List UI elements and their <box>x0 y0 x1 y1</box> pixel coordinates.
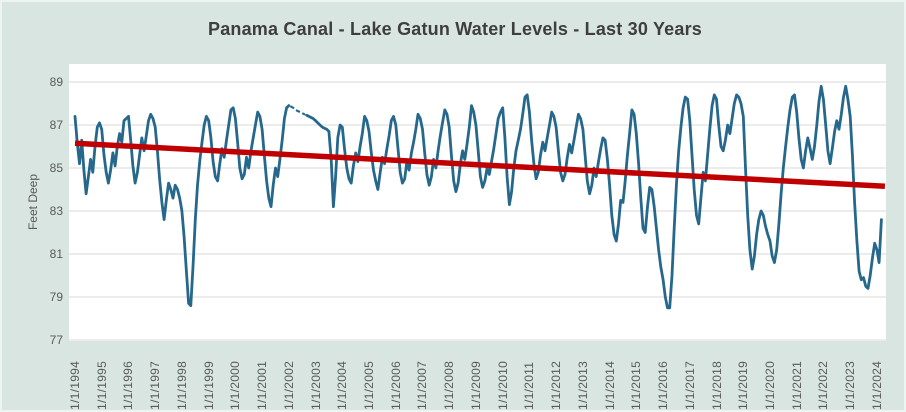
y-tick-label: 85 <box>49 161 63 175</box>
chart-canvas <box>69 81 886 341</box>
chart-title: Panama Canal - Lake Gatun Water Levels -… <box>207 19 702 39</box>
x-tick-label: 1/1/2022 <box>816 360 831 410</box>
x-tick-label: 1/1/2020 <box>762 360 777 410</box>
x-tick-label: 1/1/2002 <box>281 360 296 410</box>
x-tick-label: 1/1/2013 <box>575 360 590 410</box>
x-tick-label: 1/1/1995 <box>94 360 109 410</box>
plot-area <box>69 64 886 341</box>
x-tick-label: 1/1/2009 <box>468 360 483 410</box>
water-level-line-datagap <box>290 105 306 116</box>
y-tick-label: 83 <box>49 204 63 218</box>
x-tick-label: 1/1/2007 <box>415 360 430 410</box>
y-tick-label: 81 <box>49 247 63 261</box>
x-tick-label: 1/1/2012 <box>549 360 564 410</box>
x-tick-label: 1/1/1996 <box>121 360 136 410</box>
water-level-line <box>73 104 291 308</box>
y-tick-label: 87 <box>49 118 63 132</box>
water-level-line <box>305 84 883 310</box>
x-tick-label: 1/1/2005 <box>362 360 377 410</box>
x-tick-label: 1/1/2019 <box>736 360 751 410</box>
x-tick-label: 1/1/2014 <box>602 360 617 410</box>
x-tick-label: 1/1/2016 <box>656 360 671 410</box>
x-tick-label: 1/1/2015 <box>629 360 644 410</box>
y-tick-label: 79 <box>49 290 63 304</box>
x-tick-label: 1/1/1999 <box>201 360 216 410</box>
x-tick-label: 1/1/2024 <box>869 360 884 410</box>
x-tick-label: 1/1/2021 <box>789 360 804 410</box>
x-tick-label: 1/1/2011 <box>522 361 537 410</box>
x-tick-label: 1/1/1997 <box>148 360 163 410</box>
x-tick-label: 1/1/2017 <box>682 360 697 410</box>
x-tick-label: 1/1/1998 <box>174 360 189 410</box>
x-tick-label: 1/1/2010 <box>495 360 510 410</box>
x-tick-label: 1/1/2000 <box>228 360 243 410</box>
x-tick-label: 1/1/2008 <box>442 360 457 410</box>
x-tick-label: 1/1/2001 <box>255 360 270 410</box>
x-tick-label: 1/1/2023 <box>843 360 858 410</box>
x-tick-label: 1/1/1994 <box>68 360 82 410</box>
y-tick-label: 77 <box>49 333 63 347</box>
x-tick-label: 1/1/2003 <box>308 360 323 410</box>
trend-line <box>74 140 886 190</box>
x-tick-label: 1/1/2004 <box>335 360 350 410</box>
x-tick-label: 1/1/2018 <box>709 360 724 410</box>
x-tick-label: 1/1/2006 <box>388 360 403 410</box>
y-tick-label: 89 <box>49 75 63 89</box>
